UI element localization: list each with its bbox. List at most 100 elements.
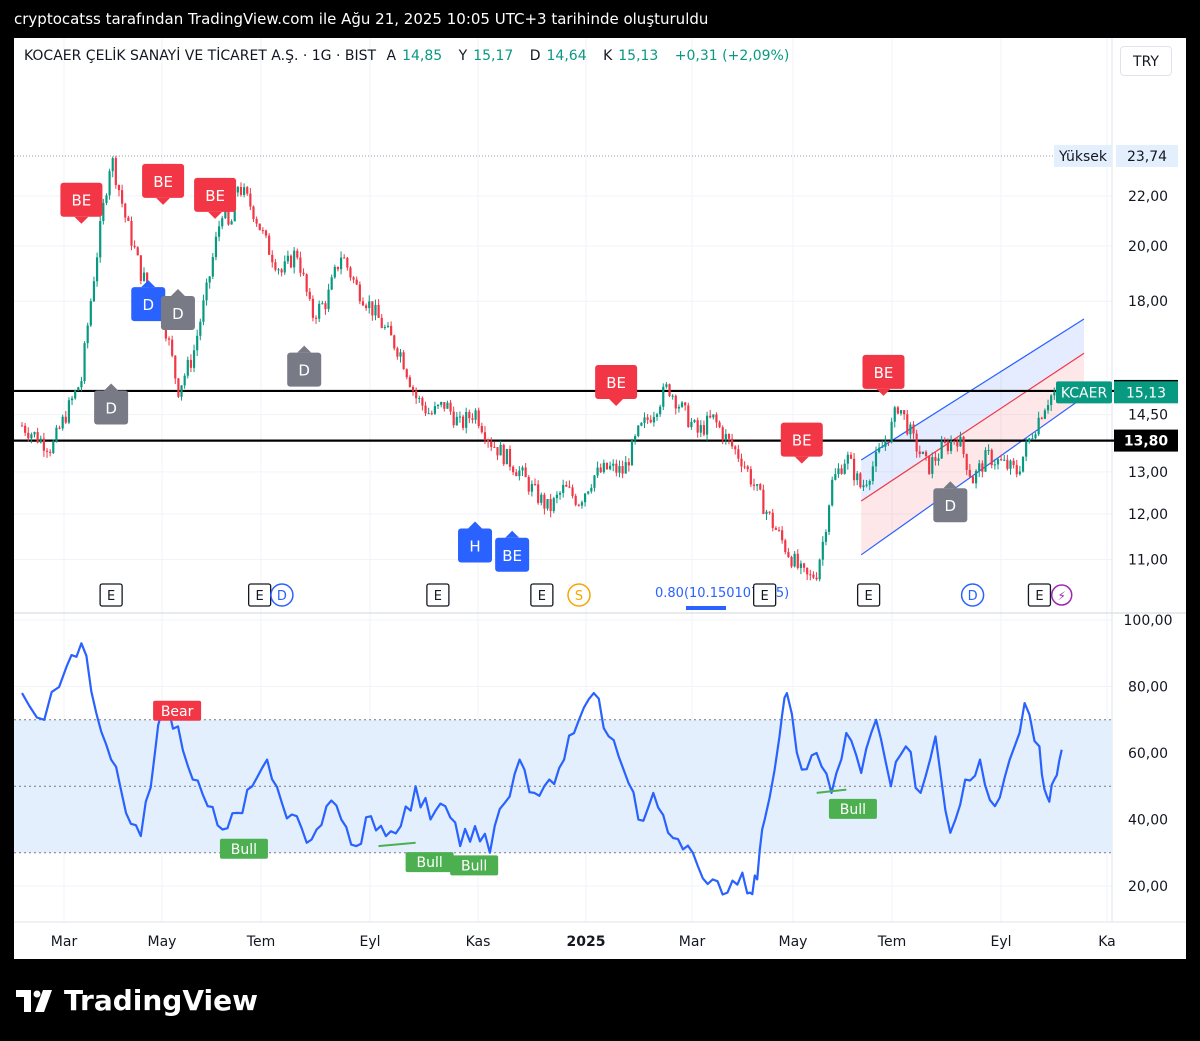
candle-body [537, 484, 540, 503]
price-axis: 22,00 20,00 18,00 14,50 13,00 12,00 11,00 100,0… [1054, 145, 1178, 895]
candle-body [893, 407, 896, 422]
candle-body [815, 577, 818, 580]
candle-body [99, 221, 102, 258]
marker-arrow [170, 288, 185, 296]
candles [20, 155, 1056, 582]
candle-body [124, 203, 127, 218]
candle-body [371, 301, 374, 316]
marker-label: D [172, 305, 184, 323]
candle-body [296, 250, 299, 258]
rsi-pane: Bear Bull Bull Bull Bull [14, 642, 1112, 896]
event-icon: E [248, 583, 272, 607]
candle-body [186, 359, 189, 376]
candle-body [599, 467, 602, 473]
candle-body [183, 375, 186, 386]
candle-body [305, 274, 308, 292]
bear-marker-box [142, 163, 185, 198]
event-icon: E [99, 583, 123, 607]
high-value: 15,17 [473, 48, 514, 64]
rsi-signal-box [219, 838, 268, 859]
rsi-signal-box [828, 798, 877, 819]
chart-panel[interactable]: BE BE BE D D D D H BE BE BE BE D 0.80(10.150107205) E… [14, 38, 1186, 959]
candle-body [806, 567, 809, 575]
earnings-icon [426, 583, 450, 607]
candle-body [440, 402, 443, 405]
currency-button[interactable]: TRY [1120, 46, 1172, 76]
candle-body [1025, 441, 1028, 457]
candle-body [812, 574, 815, 578]
marker-label: D [105, 399, 117, 417]
candle-body [283, 261, 286, 273]
earnings-icon [1027, 583, 1052, 607]
candle-body [355, 279, 358, 285]
caption-text: cryptocatss tarafından TradingView.com i… [14, 10, 709, 28]
candle-body [399, 352, 402, 357]
candle-body [255, 219, 258, 224]
bear-marker-arrow [208, 211, 223, 219]
bear-marker-label: BE [606, 374, 626, 392]
candle-body [502, 444, 505, 465]
candle-body [774, 527, 777, 530]
candle-body [690, 421, 693, 428]
marker-label: H [469, 537, 480, 555]
price-tick-label: 18,00 [1128, 294, 1168, 310]
candle-body [111, 158, 114, 172]
candle-body [449, 402, 452, 412]
candle-body [727, 434, 731, 439]
bear-marker-label: BE [205, 187, 225, 205]
candle-body [446, 402, 449, 409]
candle-body [74, 390, 77, 399]
marker-box [160, 295, 195, 330]
candle-body [427, 413, 430, 415]
candle-body [684, 402, 687, 406]
candle-body [568, 486, 571, 488]
rsi-tick-label: 100,00 [1124, 613, 1173, 629]
brand-text: TradingView [64, 984, 258, 1017]
rsi-signal-bull: Bull [450, 855, 499, 876]
candle-body [878, 447, 881, 452]
candle-body [990, 449, 993, 466]
candle-body [752, 484, 756, 486]
candle-body [496, 447, 499, 456]
candle-body [680, 402, 684, 407]
candle-body [293, 250, 296, 268]
candle-body [784, 540, 787, 552]
event-icon: E [1027, 583, 1052, 607]
candle-body [92, 281, 96, 302]
candle-body [167, 338, 171, 340]
candle-body [480, 425, 483, 433]
candle-body [386, 325, 390, 328]
candle-body [61, 416, 64, 429]
event-icon: E [426, 583, 450, 607]
candle-body [987, 449, 990, 451]
candle-body [984, 450, 987, 472]
candle-body [280, 269, 283, 273]
rsi-signal-label: Bull [416, 855, 442, 871]
rsi-tick-label: 80,00 [1128, 680, 1168, 696]
candle-body [802, 563, 806, 568]
candle-body [874, 451, 878, 467]
candle-body [903, 410, 906, 415]
candle-body [408, 377, 411, 388]
candle-body [768, 511, 771, 513]
candle-body [543, 494, 546, 509]
marker-box [495, 537, 530, 572]
price-tick-label: 14,50 [1128, 408, 1168, 424]
candle-body [915, 433, 918, 452]
marker-arrow [141, 280, 156, 288]
candle-body [928, 455, 931, 474]
candle-body [24, 425, 27, 433]
rsi-signal-label: Bull [461, 858, 487, 874]
candle-body [70, 398, 74, 401]
pattern-marker-bear: BE [780, 422, 823, 464]
candle-body [289, 255, 293, 268]
candle-body [102, 202, 105, 222]
time-axis: Mar May Tem Eyl Kas 2025 Mar May Tem Eyl Ka [51, 934, 1116, 950]
candle-body [396, 348, 399, 357]
candle-body [405, 369, 408, 378]
close-value: 15,13 [618, 48, 659, 64]
candle-body [477, 410, 480, 426]
time-tick-label: Ka [1098, 934, 1116, 950]
candle-body [827, 505, 831, 533]
